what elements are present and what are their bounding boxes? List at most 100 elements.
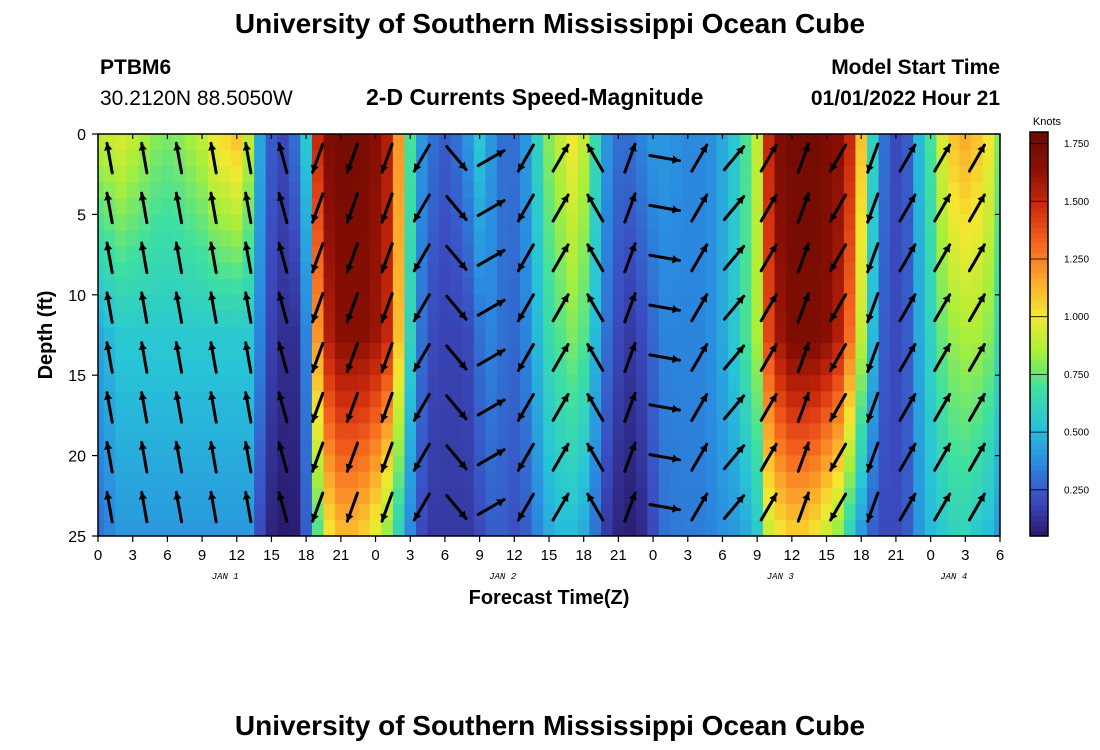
heatmap-cell bbox=[416, 278, 429, 296]
arrow-head bbox=[496, 200, 505, 208]
heatmap-cell bbox=[601, 294, 614, 312]
heatmap-cell bbox=[427, 423, 440, 441]
heatmap-cell bbox=[959, 278, 972, 296]
heatmap-cell bbox=[219, 182, 232, 199]
heatmap-cell bbox=[230, 423, 244, 441]
heatmap-cell bbox=[994, 134, 1000, 151]
heatmap-cell bbox=[601, 375, 614, 392]
heatmap-cell bbox=[658, 246, 672, 264]
heatmap-cell bbox=[427, 294, 440, 312]
heatmap-cell bbox=[855, 343, 868, 360]
heatmap-cell bbox=[774, 439, 787, 457]
heatmap-cell bbox=[681, 519, 695, 536]
heatmap-cell bbox=[566, 343, 579, 360]
current-arrow bbox=[242, 440, 253, 474]
heatmap-cell bbox=[728, 326, 741, 344]
x-tick-label: 9 bbox=[753, 547, 761, 564]
heatmap-cell bbox=[855, 471, 868, 489]
heatmap-cell bbox=[635, 150, 648, 167]
current-arrow bbox=[242, 291, 253, 324]
heatmap-cell bbox=[971, 423, 984, 441]
heatmap-cell bbox=[890, 294, 903, 312]
heatmap-cell bbox=[982, 343, 995, 360]
heatmap-cell bbox=[98, 407, 105, 425]
heatmap-cell bbox=[207, 230, 221, 248]
arrow-head bbox=[138, 292, 147, 301]
heatmap-cell bbox=[150, 503, 163, 521]
heatmap-cell bbox=[369, 487, 382, 505]
heatmap-cell bbox=[346, 166, 359, 183]
x-tick-label: 15 bbox=[541, 547, 558, 564]
heatmap-cell bbox=[601, 150, 614, 167]
heatmap-cell bbox=[705, 487, 718, 505]
heatmap-cell bbox=[439, 166, 452, 183]
colorbar-segment bbox=[1030, 505, 1048, 512]
arrow-head bbox=[380, 513, 389, 522]
arrow-head bbox=[276, 343, 285, 351]
station-coordinates: 30.2120N 88.5050W bbox=[100, 87, 293, 110]
heatmap-cell bbox=[589, 278, 602, 296]
heatmap-cell bbox=[335, 182, 348, 199]
heatmap-cell bbox=[496, 375, 510, 392]
heatmap-cell bbox=[739, 359, 752, 376]
heatmap-cell bbox=[439, 503, 452, 521]
heatmap-cell bbox=[207, 262, 221, 280]
heatmap-cell bbox=[369, 439, 382, 457]
current-arrow bbox=[759, 343, 778, 372]
heatmap-cell bbox=[98, 375, 105, 392]
heatmap-cell bbox=[358, 246, 371, 264]
arrow-head bbox=[802, 243, 811, 252]
current-arrow bbox=[138, 490, 149, 524]
heatmap-cell bbox=[786, 310, 799, 328]
heatmap-cell bbox=[693, 166, 706, 183]
heatmap-cell bbox=[254, 134, 267, 151]
arrow-head bbox=[699, 394, 707, 403]
heatmap-cell bbox=[300, 455, 313, 473]
heatmap-cell bbox=[658, 375, 672, 392]
heatmap-cell bbox=[774, 166, 787, 183]
heatmap-cell bbox=[161, 487, 174, 505]
heatmap-cell bbox=[427, 134, 440, 151]
heatmap-cell bbox=[913, 487, 926, 505]
heatmap-cell bbox=[647, 230, 660, 248]
heatmap-cell bbox=[739, 198, 752, 215]
heatmap-cell bbox=[138, 519, 151, 536]
heatmap-cell bbox=[369, 230, 382, 248]
current-arrow bbox=[933, 343, 952, 372]
heatmap-cell bbox=[832, 375, 845, 392]
heatmap-cell bbox=[265, 182, 278, 199]
heatmap-cell bbox=[843, 407, 857, 425]
heatmap-cell bbox=[265, 278, 278, 296]
y-tick-label: 20 bbox=[68, 449, 86, 466]
heatmap-cell bbox=[161, 407, 174, 425]
heatmap-cell bbox=[705, 214, 718, 232]
heatmap-cell bbox=[138, 166, 151, 183]
arrow-head bbox=[414, 362, 422, 371]
heatmap-cell bbox=[288, 294, 301, 312]
heatmap-cell bbox=[369, 455, 382, 473]
heatmap-cell bbox=[809, 471, 822, 489]
current-arrow bbox=[412, 442, 431, 472]
heatmap-cell bbox=[219, 359, 232, 376]
arrow-head bbox=[173, 492, 182, 500]
heatmap-cell bbox=[843, 150, 857, 167]
arrow-head bbox=[561, 145, 569, 154]
heatmap-cell bbox=[230, 503, 244, 521]
heatmap-cell bbox=[809, 294, 822, 312]
arrow-head bbox=[380, 214, 389, 223]
current-arrow bbox=[586, 343, 605, 372]
heatmap-cell bbox=[427, 375, 440, 392]
heatmap-cell bbox=[913, 278, 926, 296]
arrow-head bbox=[699, 195, 707, 203]
heatmap-cell bbox=[450, 182, 463, 199]
heatmap-cell bbox=[450, 166, 463, 183]
heatmap-cell bbox=[855, 439, 868, 457]
heatmap-cell bbox=[774, 246, 787, 264]
arrow-head bbox=[942, 394, 950, 403]
heatmap-cell bbox=[254, 359, 267, 376]
colorbar-segment bbox=[1030, 480, 1048, 487]
heatmap-cell bbox=[947, 150, 961, 167]
arrow-head bbox=[496, 300, 505, 308]
current-arrow bbox=[345, 142, 359, 174]
